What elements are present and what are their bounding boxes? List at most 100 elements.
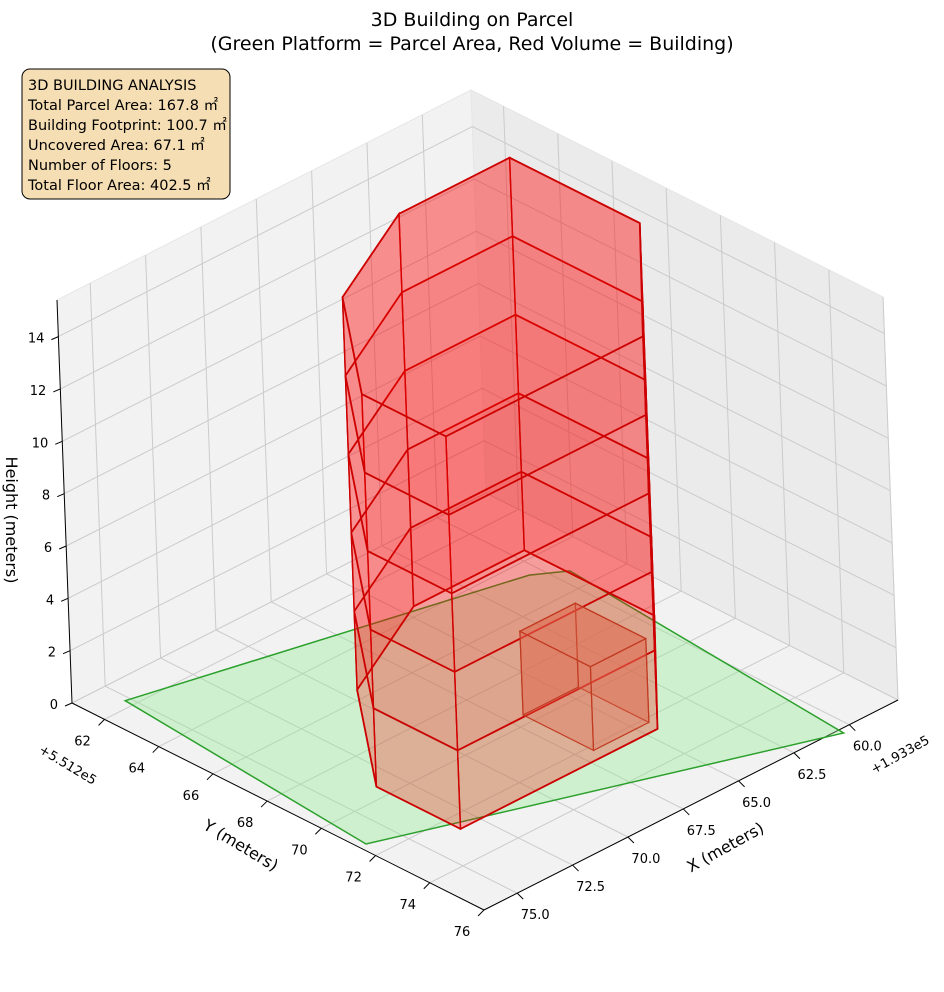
y-grid-wall-2 [611,160,628,564]
x-tick-label-4: 70.0 [631,852,660,867]
y-tick-label-5: 72 [345,871,362,886]
x-tick-label-1: 62.5 [797,768,826,783]
y-grid-wall-7 [882,296,899,701]
z-tick-mark-2 [60,597,69,602]
z-tick-mark-6 [53,388,61,393]
y-tick-mark-6 [423,882,431,890]
z-grid-1 [69,440,897,652]
z-grid-3 [65,335,893,547]
info-line-4: Uncovered Area: 67.1 ㎡ [28,137,205,154]
z-tick-label-1: 2 [48,646,56,661]
y-tick-label-1: 64 [128,762,145,777]
x-tick-label-3: 67.5 [687,824,716,839]
y-grid-wall-3 [665,188,682,592]
x-tick-label-0: 60.0 [853,740,882,755]
info-line-2: Total Parcel Area: 167.8 ㎡ [27,97,219,114]
data-shapes [123,156,846,845]
z-tick-label-3: 6 [44,541,52,556]
x-grid-wall-0 [421,114,438,518]
x-tick-mark-2 [738,780,745,788]
z-grid-0 [71,492,899,704]
x-tick-label-2: 65.0 [742,796,771,811]
y-tick-label-4: 70 [291,843,308,858]
parcel-polygon [123,570,846,845]
x-grid-floor-0 [437,517,850,726]
info-line-3: Building Footprint: 100.7 ㎡ [28,117,227,134]
z-grid-5 [62,230,889,442]
x-grid-floor-5 [160,657,573,866]
x-grid-wall-1 [366,142,383,546]
y-tick-label-6: 74 [400,898,417,913]
y-grid-wall-0 [503,106,520,510]
building-floor-5 [341,156,644,438]
y-grid-wall-1 [557,133,574,537]
z-tick-label-2: 4 [46,593,54,608]
z-tick-mark-3 [58,545,67,550]
z-tick-label-5: 10 [32,436,49,451]
y-tick-label-0: 62 [74,734,91,749]
tick-labels: 60.062.565.067.570.072.575.0626466687072… [28,332,882,940]
z-tick-mark-4 [57,493,65,498]
z-grid-2 [67,387,895,599]
y-axis-line [71,702,485,911]
y-grid-wall-6 [828,269,845,673]
y-tick-mark-1 [152,746,160,753]
info-box: 3D BUILDING ANALYSIS Total Parcel Area: … [21,68,231,200]
y-grid-wall-4 [719,215,736,619]
info-box-background [21,68,231,200]
x-grid-floor-3 [271,601,684,810]
annex-top [518,602,648,668]
x-grid-floor-2 [326,573,739,782]
x-tick-mark-6 [516,892,524,900]
z-grid-7 [58,126,885,338]
y-tick-mark-4 [315,827,322,835]
x-tick-mark-4 [627,836,635,844]
chart-title-line-1: 3D Building on Parcel [371,9,574,31]
z-axis-label: Height (meters) [2,457,21,584]
y-grid-floor-2 [212,563,628,775]
y-tick-label-7: 76 [454,925,471,940]
info-line-5: Number of Floors: 5 [28,158,172,174]
info-line-1: 3D BUILDING ANALYSIS [28,78,196,94]
z-tick-label-4: 8 [42,489,50,504]
x-tick-mark-0 [848,724,856,732]
x-grid-wall-4 [200,226,217,631]
x-tick-label-5: 72.5 [576,880,605,895]
y-tick-label-3: 68 [237,816,254,831]
chart-title-line-2: (Green Platform = Parcel Area, Red Volum… [210,33,733,55]
x-tick-mark-5 [572,864,579,872]
z-tick-label-7: 14 [28,332,45,347]
x-grid-wall-2 [311,170,328,574]
x-grid-wall-6 [89,283,106,687]
grid-lines [58,106,899,911]
y-tick-mark-7 [477,909,485,917]
x-grid-wall-5 [145,255,162,659]
y-grid-wall-5 [774,242,791,646]
z-tick-label-0: 0 [50,698,58,713]
y-tick-mark-2 [206,773,214,781]
x-axis-line [483,699,899,911]
y-tick-mark-0 [98,718,105,726]
y-grid-floor-3 [266,590,682,802]
z-tick-mark-1 [62,650,71,655]
y-tick-mark-5 [369,855,376,862]
y-tick-label-2: 66 [183,789,200,804]
z-axis-line [56,299,73,704]
z-tick-mark-7 [51,336,59,341]
x-grid-floor-6 [104,685,518,894]
y-tick-mark-3 [260,800,268,808]
y-grid-floor-6 [429,672,845,884]
axes-lines [51,299,899,917]
x-tick-label-6: 75.0 [521,908,550,923]
z-tick-mark-0 [64,702,73,707]
x-tick-mark-1 [793,752,801,760]
x-grid-wall-3 [255,198,272,602]
z-grid-6 [60,178,887,390]
z-grid-4 [63,283,891,495]
z-tick-label-6: 12 [30,384,47,399]
y-offset-label: +5.512e5 [36,743,99,789]
info-line-6: Total Floor Area: 402.5 ㎡ [27,177,211,194]
z-tick-mark-5 [55,440,63,445]
y-grid-floor-1 [158,536,573,748]
